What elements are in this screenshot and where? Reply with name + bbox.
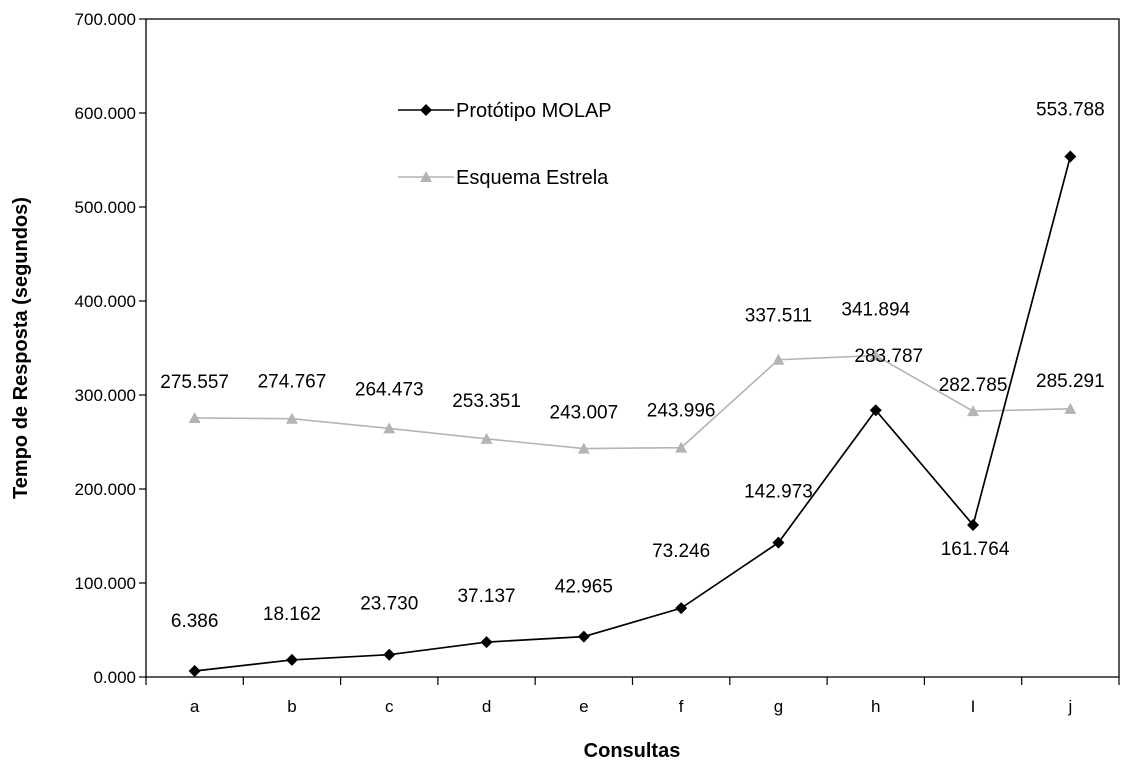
legend-item-molap: Protótipo MOLAP <box>398 100 612 122</box>
data-label: 243.996 <box>647 401 716 422</box>
legend-marker-estrela <box>420 171 432 182</box>
x-tick-label: I <box>971 697 976 716</box>
data-point-estrela <box>480 432 493 444</box>
y-tick-label: 100.000 <box>75 574 136 593</box>
data-point-molap <box>480 636 493 649</box>
series-line-0 <box>194 156 1072 672</box>
plot-area <box>145 18 1120 678</box>
legend-marker-molap <box>420 104 432 116</box>
data-point-molap <box>188 664 201 677</box>
data-label: 341.894 <box>841 300 910 321</box>
x-tick-label: c <box>385 697 394 716</box>
data-label: 18.162 <box>263 604 321 625</box>
y-tick-label: 600.000 <box>75 104 136 123</box>
x-tick-label: e <box>579 697 588 716</box>
y-axis-title: Tempo de Resposta (segundos) <box>10 197 32 499</box>
y-tick-label: 500.000 <box>75 198 136 217</box>
data-point-estrela <box>577 442 590 454</box>
x-tick-label: d <box>482 697 491 716</box>
x-tick-label: h <box>871 697 880 716</box>
data-point-estrela <box>285 412 298 424</box>
data-point-estrela <box>967 405 980 417</box>
data-label: 142.973 <box>744 482 813 503</box>
data-label: 553.788 <box>1036 99 1105 120</box>
x-axis-title: Consultas <box>584 740 681 762</box>
data-point-molap <box>383 648 396 661</box>
legend-label-estrela: Esquema Estrela <box>456 167 609 189</box>
data-label-layer: 6.386 18.162 23.730 37.137 42.965 73.246 142.9… <box>160 99 1104 632</box>
x-tick-label: a <box>190 697 200 716</box>
data-point-estrela <box>869 349 882 361</box>
x-tick-label: b <box>287 697 296 716</box>
legend-item-estrela: Esquema Estrela <box>398 167 609 189</box>
y-axis: 0.000 100.000 200.000 300.000 400.000 500.000… <box>75 10 146 687</box>
data-label: 42.965 <box>555 577 613 598</box>
legend: Protótipo MOLAP Esquema Estrela <box>398 100 612 189</box>
data-point-molap <box>675 602 688 615</box>
data-label: 285.291 <box>1036 371 1105 392</box>
y-tick-label: 300.000 <box>75 386 136 405</box>
data-point-molap <box>577 630 590 643</box>
x-tick-label: f <box>679 697 684 716</box>
data-point-estrela <box>675 441 688 453</box>
data-label: 6.386 <box>171 611 219 632</box>
y-tick-label: 700.000 <box>75 10 136 29</box>
data-point-molap <box>869 404 882 417</box>
data-point-molap <box>285 653 298 666</box>
y-tick-label: 0.000 <box>93 668 136 687</box>
legend-label-molap: Protótipo MOLAP <box>456 100 612 122</box>
series-line-1 <box>194 354 1071 450</box>
data-label: 275.557 <box>160 372 229 393</box>
data-label: 73.246 <box>652 541 710 562</box>
data-point-estrela <box>1064 402 1077 414</box>
data-label: 23.730 <box>360 594 418 615</box>
data-label: 37.137 <box>457 586 515 607</box>
data-point-estrela <box>188 411 201 423</box>
data-label: 253.351 <box>452 391 521 412</box>
data-point-molap <box>967 518 980 531</box>
data-label: 282.785 <box>939 375 1008 396</box>
data-label: 283.787 <box>854 346 923 367</box>
data-point-estrela <box>383 422 396 434</box>
data-label: 337.511 <box>745 306 812 327</box>
series-layer <box>188 150 1077 677</box>
data-label: 264.473 <box>355 379 424 400</box>
y-tick-label: 200.000 <box>75 480 136 499</box>
data-label: 243.007 <box>550 403 619 424</box>
data-point-molap <box>1064 150 1077 163</box>
data-label: 161.764 <box>941 539 1010 560</box>
x-tick-label: g <box>774 697 783 716</box>
x-tick-label: j <box>1067 697 1072 716</box>
y-tick-label: 400.000 <box>75 292 136 311</box>
data-label: 274.767 <box>258 372 327 393</box>
data-point-molap <box>772 536 785 549</box>
data-point-estrela <box>772 353 785 365</box>
